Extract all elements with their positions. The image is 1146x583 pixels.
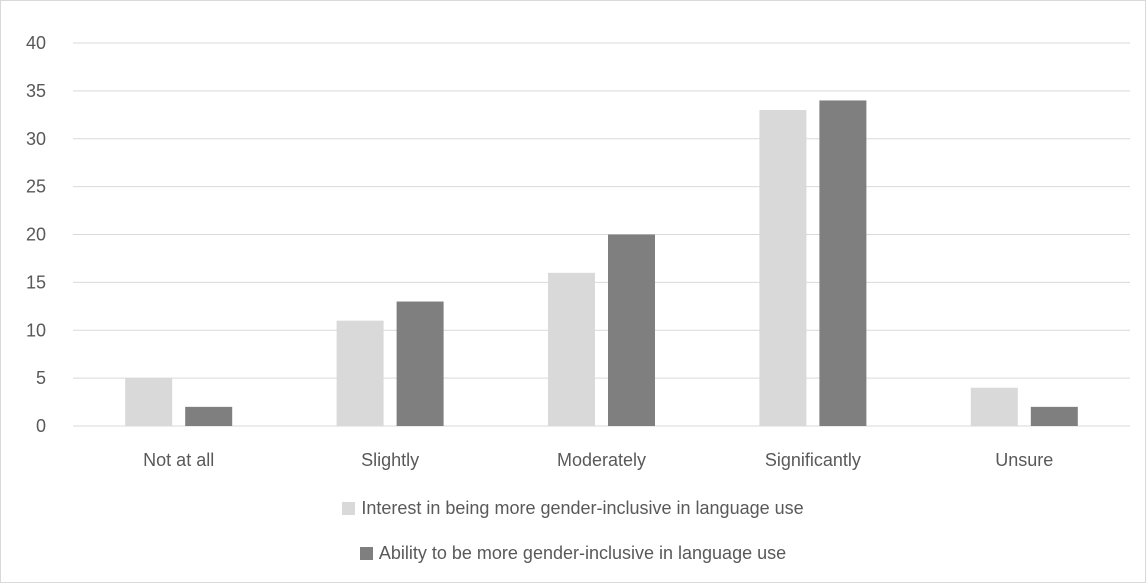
y-tick-label: 15	[26, 272, 46, 292]
legend-item-interest: Interest in being more gender-inclusive …	[342, 498, 804, 519]
bar-interest	[759, 110, 807, 427]
legend-label-interest: Interest in being more gender-inclusive …	[361, 498, 804, 518]
y-tick-label: 35	[26, 81, 46, 101]
x-tick-label: Moderately	[557, 450, 646, 470]
bar-interest	[970, 387, 1018, 426]
bar-interest	[125, 378, 173, 426]
bars	[125, 100, 1078, 427]
bar-chart: 0 5 10 15 20 25 30 35 40 Not at all Slightly Moder…	[26, 33, 1130, 470]
bar-interest	[336, 320, 384, 426]
y-tick-label: 25	[26, 177, 46, 197]
legend-swatch-ability	[359, 547, 373, 560]
x-tick-label: Slightly	[361, 450, 419, 470]
x-axis-tick-labels: Not at all Slightly Moderately Significantl…	[143, 450, 1053, 470]
legend-label-ability: Ability to be more gender-inclusive in l…	[378, 543, 787, 563]
x-tick-label: Unsure	[995, 450, 1053, 470]
y-tick-label: 30	[26, 129, 46, 149]
x-tick-label: Not at all	[143, 450, 214, 470]
bar-ability	[1030, 406, 1078, 426]
bar-ability	[185, 406, 233, 426]
legend-row-2: Ability to be more gender-inclusive in l…	[0, 543, 1146, 564]
bar-ability	[819, 100, 867, 426]
bar-ability	[396, 301, 444, 426]
x-tick-label: Significantly	[765, 450, 861, 470]
y-axis-tick-labels: 0 5 10 15 20 25 30 35 40	[26, 33, 46, 436]
legend-item-ability: Ability to be more gender-inclusive in l…	[359, 543, 787, 564]
y-tick-label: 10	[26, 320, 46, 340]
y-tick-label: 40	[26, 33, 46, 53]
bar-interest	[548, 272, 595, 426]
y-tick-label: 0	[36, 416, 46, 436]
y-tick-label: 5	[36, 368, 46, 388]
bar-ability	[608, 234, 655, 426]
legend-row-1: Interest in being more gender-inclusive …	[0, 498, 1146, 519]
y-tick-label: 20	[26, 225, 46, 245]
gridlines	[73, 42, 1130, 427]
legend-swatch-interest	[342, 502, 356, 515]
